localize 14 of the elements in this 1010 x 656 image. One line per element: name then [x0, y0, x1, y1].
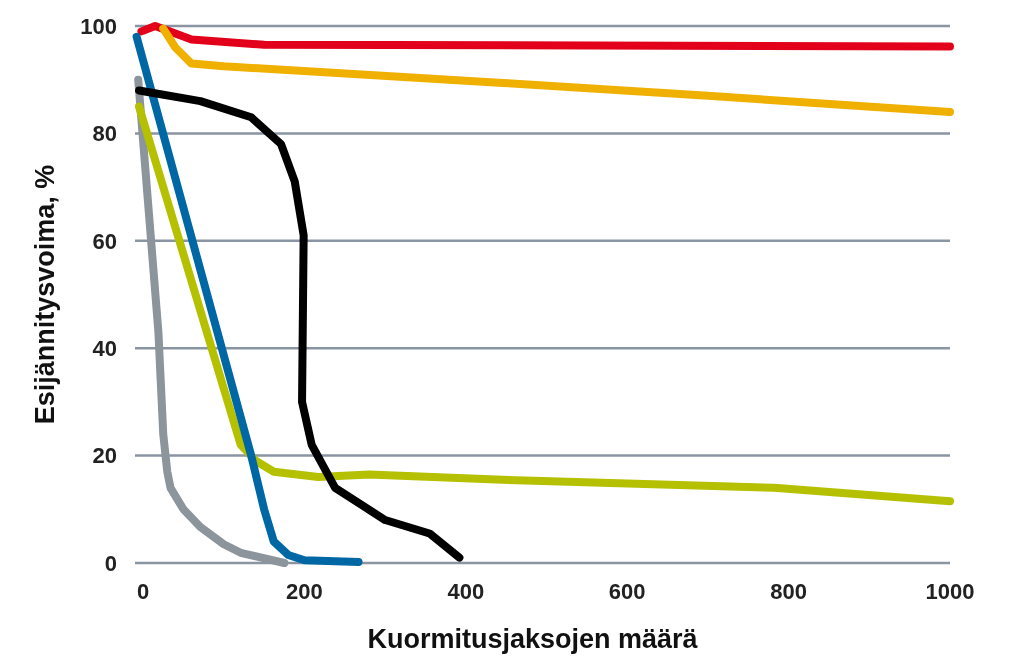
y-tick-label: 20 [92, 443, 117, 469]
y-tick-label: 80 [92, 121, 117, 147]
x-tick-label: 1000 [925, 579, 975, 604]
x-tick-label: 0 [136, 579, 150, 604]
y-tick-label: 0 [104, 550, 117, 576]
y-tick-label: 60 [92, 228, 117, 254]
x-tick-label: 400 [447, 579, 485, 604]
y-tick-label: 100 [80, 13, 117, 39]
y-tick-label: 40 [92, 335, 117, 361]
x-tick-label: 200 [286, 579, 323, 604]
x-axis-title: Kuormitusjaksojen määrä [367, 624, 699, 654]
x-tick-label: 600 [608, 579, 646, 604]
x-tick-label: 800 [770, 579, 807, 604]
y-axis-title: Esijännitysvoima, % [30, 164, 60, 425]
